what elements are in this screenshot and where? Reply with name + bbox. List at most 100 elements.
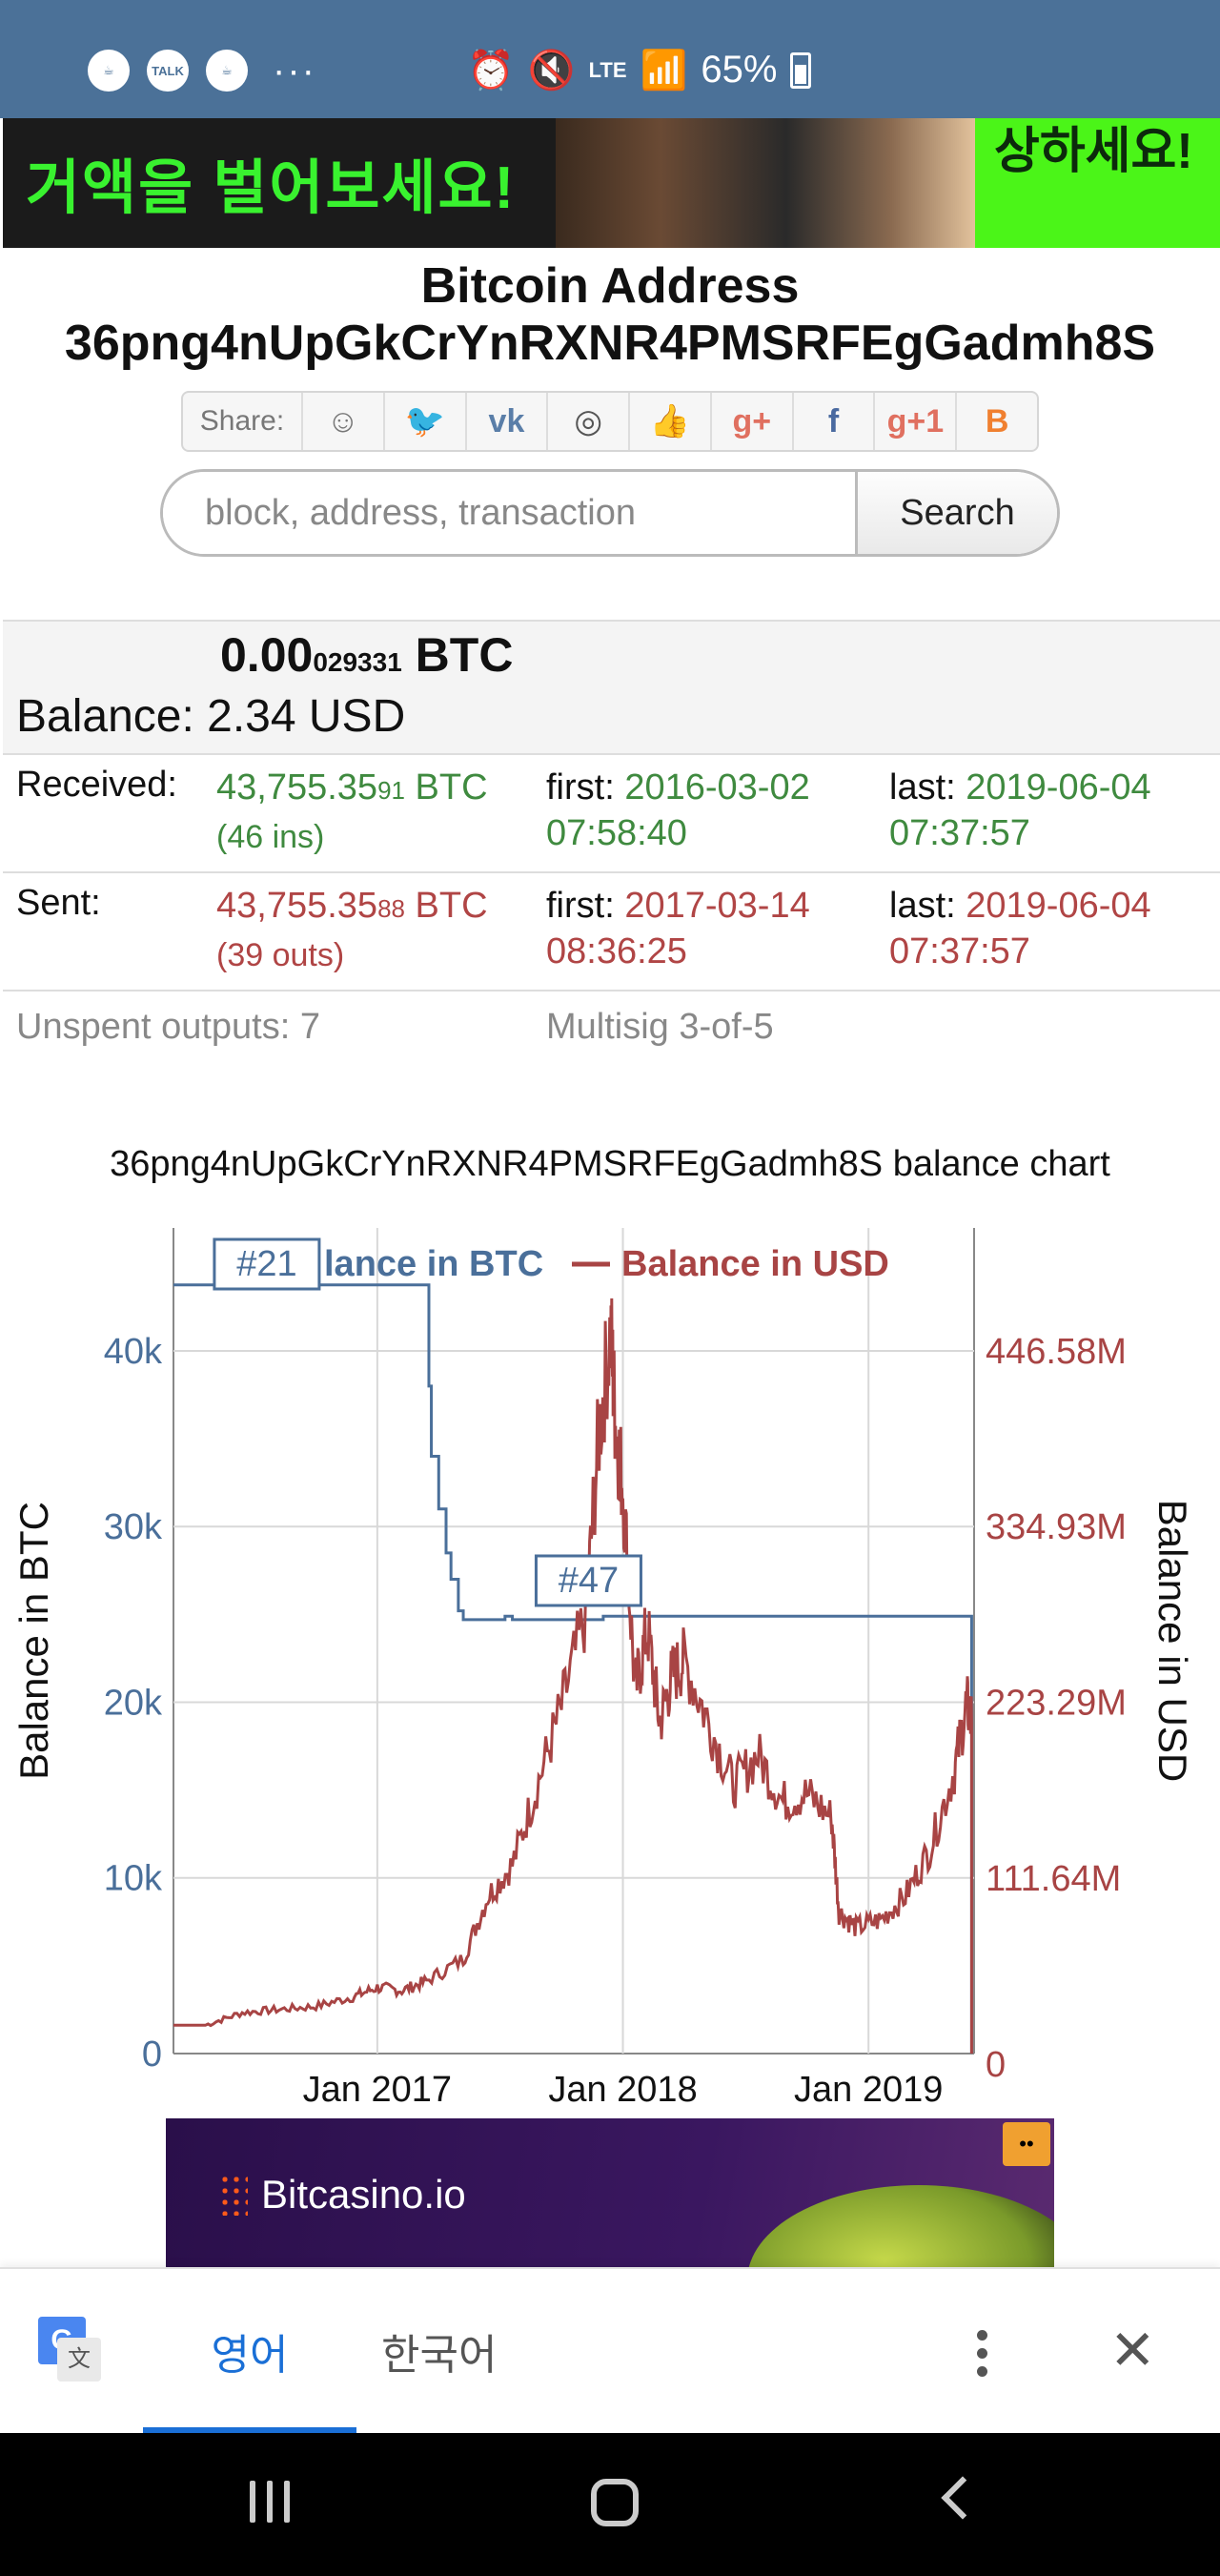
blogger-icon[interactable]: B: [985, 402, 1009, 440]
sent-label: Sent:: [16, 883, 101, 923]
talk-icon: TALK: [147, 50, 189, 92]
vk-icon[interactable]: vk: [467, 393, 549, 450]
sent-amount-main: 43,755.35: [216, 886, 378, 926]
balance-btc-main: 0.00: [220, 628, 314, 682]
sent-last-date[interactable]: 2019-06-04: [966, 886, 1151, 926]
bitcasino-logo: Bitcasino.io: [219, 2172, 466, 2218]
balance-usd: Balance: 2.34 USD: [16, 691, 406, 742]
status-left-icons: ☕ TALK ☕ ···: [88, 50, 316, 92]
received-last-time[interactable]: 07:37:57: [889, 813, 1030, 853]
y-axis-right-title: Balance in USD: [1150, 1500, 1195, 1782]
left-tick-label: 10k: [104, 1859, 163, 1899]
bitcasino-ad[interactable]: Bitcasino.io ••: [166, 2118, 1054, 2267]
google-translate-icon[interactable]: G 文: [38, 2317, 103, 2382]
balance-btc-unit: BTC: [415, 628, 514, 682]
balance-btc: 0.00029331 BTC: [220, 627, 513, 683]
bitcasino-brand: Bitcasino.io: [261, 2172, 466, 2217]
balance-btc-small: 029331: [313, 647, 402, 677]
sent-last-time[interactable]: 07:37:57: [889, 931, 1030, 971]
balance-row: 0.00029331 BTC Balance: 2.34 USD: [3, 620, 1220, 755]
twitter-icon[interactable]: 🐦: [385, 393, 467, 450]
page-title-line1: Bitcoin Address: [420, 258, 800, 314]
left-tick-label: 40k: [104, 1332, 163, 1372]
facebook-icon[interactable]: f: [794, 393, 876, 450]
sent-unit: BTC: [415, 886, 488, 926]
received-amount-small: 91: [377, 776, 405, 805]
left-tick-label: 30k: [104, 1507, 163, 1547]
received-first: first: 2016-03-02 07:58:40: [546, 765, 810, 856]
sent-row: Sent: 43,755.3588 BTC (39 outs) first: 2…: [3, 873, 1220, 992]
annotation-box: [534, 1554, 642, 1607]
right-tick-label: 111.64M: [986, 1859, 1121, 1899]
right-tick-label: 223.29M: [986, 1683, 1127, 1723]
left-tick-label: 0: [142, 2034, 162, 2075]
share-label: Share:: [183, 393, 303, 450]
more-options-icon[interactable]: [963, 2315, 1001, 2391]
received-amount-main: 43,755.35: [216, 767, 378, 808]
bitcasino-logo-icon: [219, 2174, 248, 2216]
y-axis-left-title: Balance in BTC: [11, 1502, 56, 1780]
x-tick-label: Jan 2019: [794, 2070, 943, 2107]
recent-apps-icon[interactable]: [250, 2481, 290, 2523]
sent-first-time[interactable]: 08:36:25: [546, 931, 687, 971]
received-first-date[interactable]: 2016-03-02: [624, 767, 810, 808]
status-right-icons: ⏰ 🔇 LTE 📶 65%: [467, 48, 812, 92]
banner-ad-cta: 상하세요!: [975, 118, 1220, 248]
balance-chart: 0 10k 20k 30k 40k 0 111.64M 223.29M 334.93M 446.5…: [0, 1211, 1220, 2110]
address-info-table: 0.00029331 BTC Balance: 2.34 USD Receive…: [3, 620, 1220, 1072]
search-bar: Search: [160, 469, 1060, 557]
received-label: Received:: [16, 765, 177, 805]
tab-korean[interactable]: 한국어: [381, 2332, 498, 2379]
google-plus-one-icon[interactable]: g+1: [875, 393, 958, 450]
ad-artwork: [747, 2185, 1054, 2267]
received-last-date[interactable]: 2019-06-04: [966, 767, 1151, 808]
more-notifications-icon: ···: [273, 50, 316, 92]
tab-english-underline: [143, 2427, 356, 2435]
received-count: (46 ins): [216, 819, 325, 855]
google-plus-icon[interactable]: g+: [712, 393, 794, 450]
x-tick-label: Jan 2018: [548, 2070, 697, 2107]
sent-first-date[interactable]: 2017-03-14: [624, 886, 810, 926]
series-line-usd: [173, 1298, 973, 2054]
back-icon[interactable]: [941, 2476, 985, 2520]
chart-title: 36png4nUpGkCrYnRXNR4PMSRFEgGadmh8S balan…: [110, 1144, 1110, 1184]
received-first-time[interactable]: 07:58:40: [546, 813, 687, 853]
network-label: LTE: [588, 57, 627, 82]
ad-badge-icon[interactable]: ••: [1003, 2122, 1050, 2166]
weibo-icon[interactable]: ◎: [548, 393, 631, 450]
left-tick-label: 20k: [104, 1683, 163, 1723]
multisig-label: Multisig 3-of-5: [546, 1007, 774, 1047]
received-unit: BTC: [415, 767, 488, 808]
banner-ad[interactable]: 거액을 벌어보세요! 상하세요!: [3, 118, 1220, 248]
sent-first: first: 2017-03-14 08:36:25: [546, 883, 810, 974]
status-bar: ☕ TALK ☕ ··· ⏰ 🔇 LTE 📶 65%: [0, 0, 1220, 118]
mute-icon: 🔇: [527, 50, 576, 92]
page-title: Bitcoin Address 36png4nUpGkCrYnRXNR4PMSR…: [0, 257, 1220, 372]
banner-ad-cta-text: 상하세요!: [994, 124, 1193, 179]
alarm-icon: ⏰: [467, 50, 515, 92]
home-icon[interactable]: [591, 2479, 639, 2526]
search-button[interactable]: Search: [855, 472, 1057, 554]
navigation-bar: [0, 2433, 1220, 2576]
x-tick-label: Jan 2017: [303, 2070, 452, 2107]
sent-last-label: last:: [889, 886, 956, 926]
banner-ad-image: [556, 118, 1220, 248]
like-icon[interactable]: 👍: [630, 393, 712, 450]
translate-icon-wen: 文: [57, 2338, 101, 2382]
translate-bar: G 文 영어 한국어 ✕: [0, 2267, 1220, 2435]
received-last: last: 2019-06-04 07:37:57: [889, 765, 1151, 856]
signal-icon: 📶: [640, 50, 688, 92]
tab-english[interactable]: 영어: [211, 2332, 289, 2379]
annotation-label: #21: [236, 1244, 296, 1284]
battery-icon: [790, 51, 812, 89]
right-tick-label: 334.93M: [986, 1507, 1127, 1547]
sent-amount-small: 88: [377, 894, 405, 923]
reddit-icon[interactable]: ☺: [303, 393, 385, 450]
right-tick-label: 446.58M: [986, 1332, 1127, 1372]
close-icon[interactable]: ✕: [1109, 2320, 1156, 2382]
search-input[interactable]: [163, 472, 855, 554]
misc-row: Unspent outputs: 7 Multisig 3-of-5: [3, 992, 1220, 1072]
legend-btc: lance in BTC: [324, 1244, 543, 1284]
annotation-label: #47: [559, 1561, 619, 1601]
received-first-label: first:: [546, 767, 615, 808]
